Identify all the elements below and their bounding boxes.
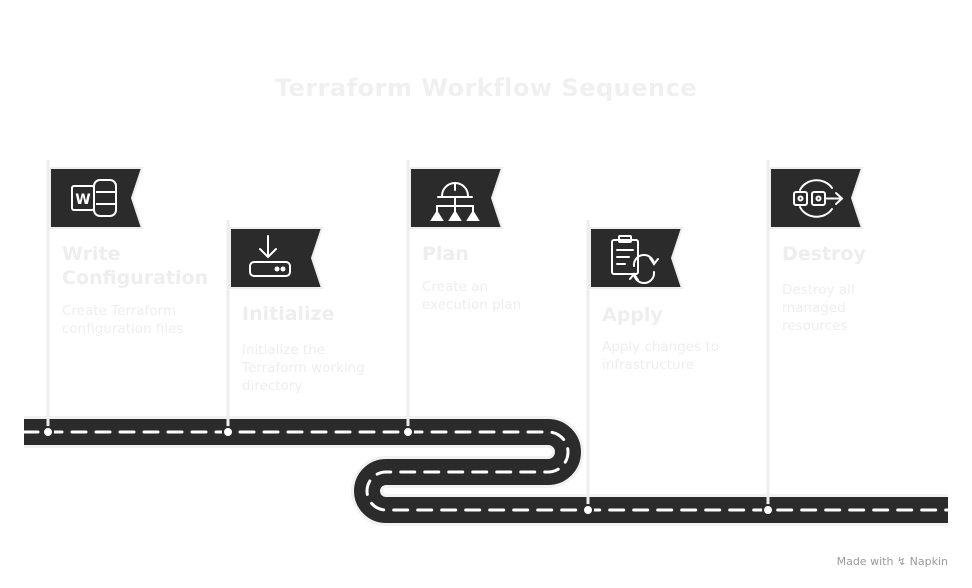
- step-description: managed: [782, 300, 846, 316]
- step-title: Destroy: [782, 243, 866, 265]
- step-title: Initialize: [242, 303, 335, 325]
- step-description: directory: [242, 378, 303, 394]
- napkin-logo-icon: ↯: [896, 555, 907, 568]
- step-title: Apply: [602, 304, 663, 326]
- word-document-icon: W: [71, 179, 117, 217]
- step-description: infrastructure: [602, 357, 695, 373]
- pole-base-write: [42, 426, 54, 438]
- pole-base-apply: [582, 504, 594, 516]
- step-title: Write: [62, 243, 121, 265]
- pole-base-destroy: [762, 504, 774, 516]
- road-center-line: [22, 430, 950, 512]
- step-title: Configuration: [62, 267, 209, 289]
- diagram-title: Terraform Workflow Sequence: [274, 74, 698, 102]
- napkin-brand-label: Napkin: [909, 555, 948, 568]
- flag-apply: [589, 227, 684, 289]
- step-description: Initialize the: [242, 342, 325, 358]
- flag-destroy: [769, 167, 864, 229]
- pole-base-initialize: [222, 426, 234, 438]
- pole-base-plan: [402, 426, 414, 438]
- flag-write: W: [49, 167, 144, 229]
- made-with-label: Made with: [836, 555, 894, 568]
- hardhat-hierarchy-icon: [430, 182, 480, 221]
- flag-initialize: [229, 227, 324, 289]
- download-drive-icon: [249, 235, 291, 277]
- step-description: resources: [782, 318, 848, 334]
- clipboard-refresh-icon: [611, 235, 659, 284]
- svg-text:W: W: [75, 192, 90, 208]
- step-description: Create an: [422, 279, 488, 295]
- step-description: Create Terraform: [62, 303, 177, 319]
- step-description: Destroy all: [782, 282, 855, 298]
- pipeline-arrow-icon: [793, 179, 844, 218]
- step-title: Plan: [422, 243, 469, 265]
- step-description: execution plan: [422, 297, 522, 313]
- flag-plan: [409, 167, 504, 229]
- step-description: Terraform working: [242, 360, 365, 376]
- step-description: Apply changes to: [602, 339, 719, 355]
- step-description: configuration files: [62, 321, 184, 337]
- made-with-credit[interactable]: Made with ↯ Napkin: [837, 555, 948, 568]
